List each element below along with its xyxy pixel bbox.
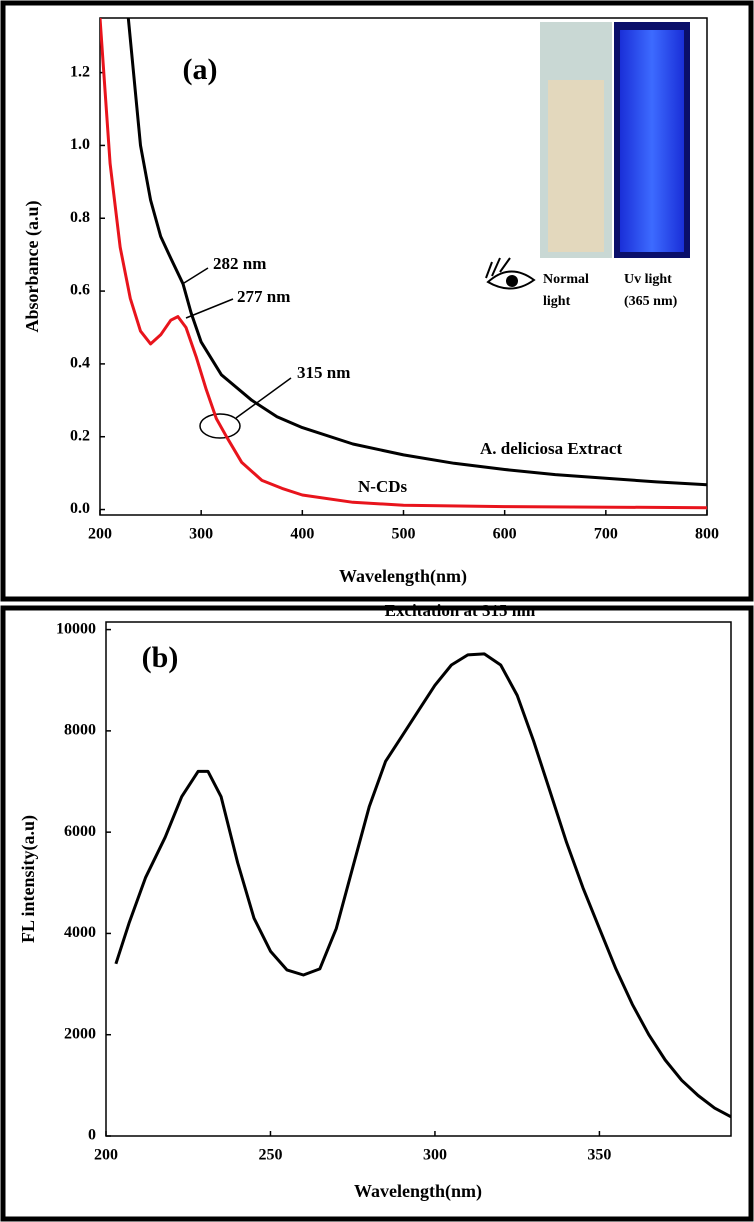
x-tick-label: 200 <box>94 1147 118 1164</box>
annotation: 282 nm <box>213 254 266 273</box>
x-tick-label: 600 <box>493 526 517 543</box>
y-axis-label: Absorbance (a.u) <box>22 200 43 332</box>
x-tick-label: 300 <box>189 526 213 543</box>
x-tick-label: 800 <box>695 526 719 543</box>
eye-icon <box>485 257 536 290</box>
y-tick-label: 0.0 <box>70 500 90 517</box>
annotation: 277 nm <box>237 287 290 306</box>
y-tick-label: 0 <box>88 1127 96 1144</box>
y-tick-label: 0.6 <box>70 282 90 299</box>
x-axis-label: Wavelength(nm) <box>354 1181 482 1202</box>
x-tick-label: 500 <box>392 526 416 543</box>
x-tick-label: 300 <box>423 1147 447 1164</box>
annotation-arrows <box>183 267 292 439</box>
panel-label: (a) <box>183 53 218 86</box>
series-label: A. deliciosa Extract <box>480 439 622 458</box>
y-tick-label: 2000 <box>64 1025 96 1042</box>
inset-label: Uv light <box>624 272 672 287</box>
plot-area <box>105 621 732 1137</box>
panel-frame <box>0 605 754 1222</box>
y-tick-label: 1.0 <box>70 136 90 153</box>
inset-label: Normal <box>543 272 589 287</box>
inset-label: (365 nm) <box>624 294 678 309</box>
series-label: N-CDs <box>358 477 407 496</box>
x-tick-label: 350 <box>587 1147 611 1164</box>
y-tick-label: 4000 <box>64 924 96 941</box>
y-tick-label: 10000 <box>56 620 96 637</box>
x-tick-label: 400 <box>290 526 314 543</box>
y-tick-label: 0.4 <box>70 355 90 372</box>
y-tick-label: 8000 <box>64 722 96 739</box>
y-axis-label: FL intensity(a.u) <box>18 815 39 943</box>
data-line <box>126 18 707 487</box>
x-tick-label: 200 <box>88 526 112 543</box>
annotation: 315 nm <box>297 363 350 382</box>
data-line <box>114 652 731 1119</box>
y-tick-label: 1.2 <box>70 63 90 80</box>
data-line <box>100 18 707 510</box>
panel-label: (b) <box>142 641 179 674</box>
x-axis-label: Wavelength(nm) <box>339 566 467 587</box>
inset-label: light <box>543 294 571 309</box>
y-tick-label: 0.8 <box>70 209 90 226</box>
x-tick-label: 250 <box>258 1147 282 1164</box>
y-tick-label: 6000 <box>64 823 96 840</box>
photo-uv-glow <box>620 30 684 252</box>
y-tick-label: 0.2 <box>70 427 90 444</box>
photo-liquid <box>548 80 604 252</box>
chart-title: Excitation at 315 nm <box>385 601 536 620</box>
x-tick-label: 700 <box>594 526 618 543</box>
panel-frame <box>0 0 754 602</box>
